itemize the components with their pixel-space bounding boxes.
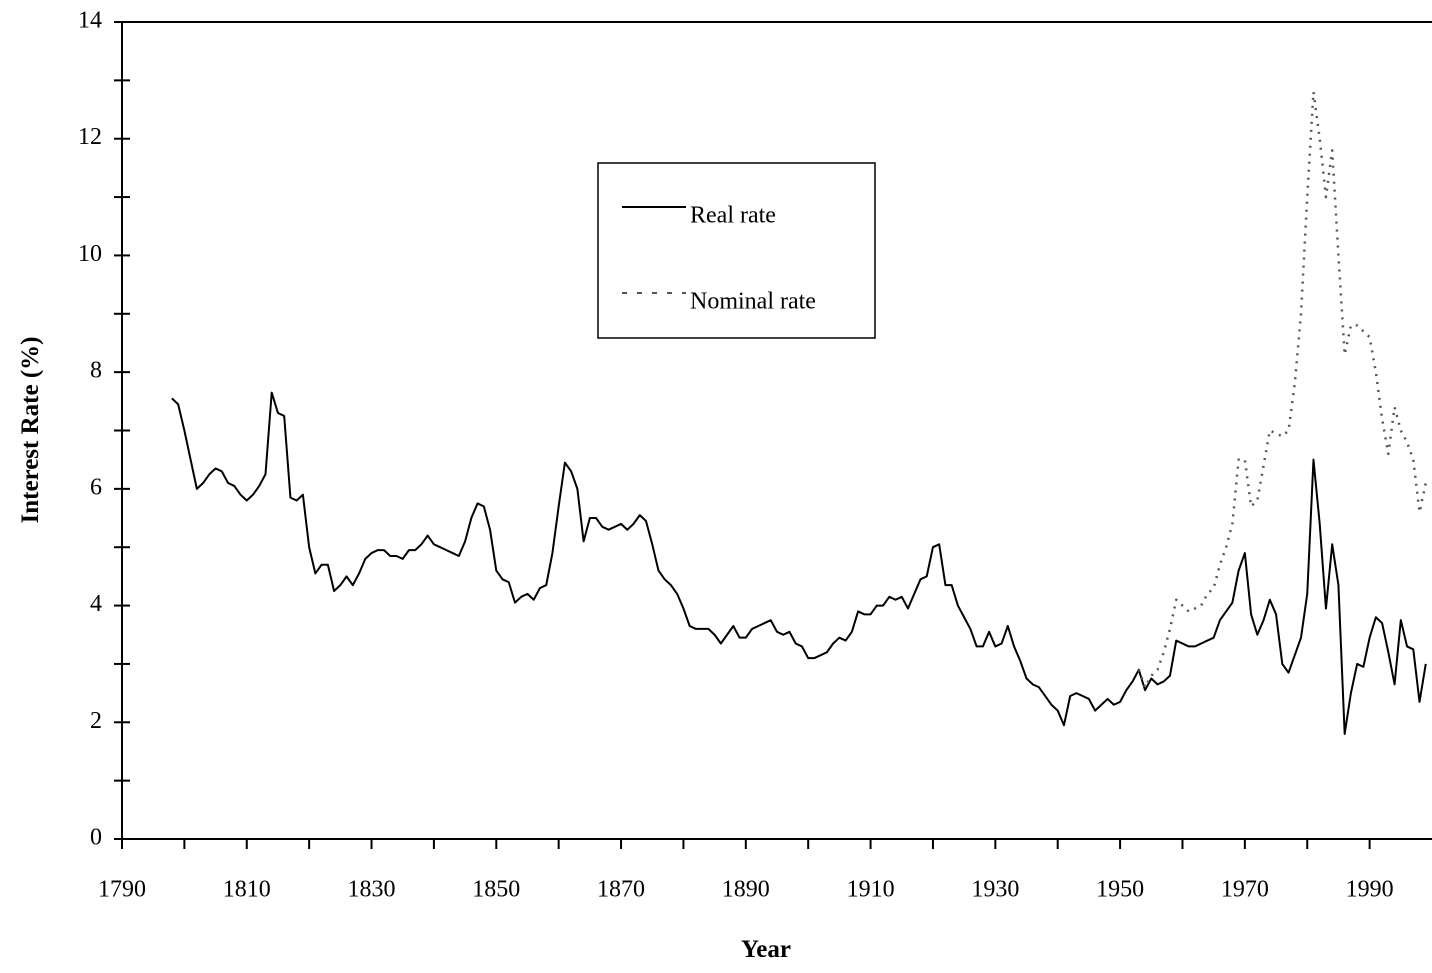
legend-label: Nominal rate [690,289,816,315]
data-line [171,391,1427,735]
x-tick-label: 1950 [1096,877,1144,903]
x-tick-label: 1910 [847,877,895,903]
y-axis-title: Interest Rate (%) [17,337,44,524]
legend-box [597,162,876,339]
y-tick-label: 2 [90,708,102,734]
x-tick-label: 1850 [472,877,520,903]
x-axis-title: Year [741,936,791,963]
x-tick-label: 1870 [597,877,645,903]
x-tick-label: 1830 [348,877,396,903]
y-tick-label: 10 [78,241,102,267]
y-tick-label: 4 [90,591,102,617]
x-tick-label: 1890 [722,877,770,903]
x-tick-label: 1990 [1346,877,1394,903]
y-tick-label: 14 [78,8,102,34]
y-tick-label: 8 [90,358,102,384]
data-line [1137,90,1427,689]
legend-label: Real rate [690,203,776,229]
y-tick-label: 0 [90,825,102,851]
x-tick-label: 1790 [98,877,146,903]
x-tick-label: 1810 [223,877,271,903]
y-tick-label: 12 [78,124,102,150]
y-tick-label: 6 [90,474,102,500]
x-tick-label: 1970 [1221,877,1269,903]
x-tick-label: 1930 [971,877,1019,903]
